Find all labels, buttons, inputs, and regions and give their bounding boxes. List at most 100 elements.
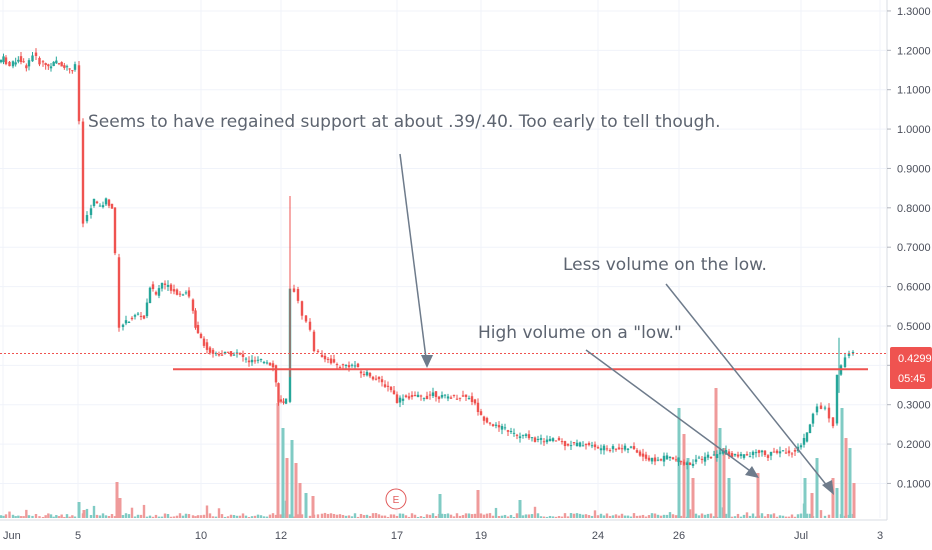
candle-body [647, 457, 651, 461]
volume-bar [766, 513, 770, 518]
candle-body [300, 301, 304, 316]
volume-bar [611, 515, 615, 518]
candle-body [65, 66, 69, 68]
candle-body [166, 284, 170, 287]
earnings-marker[interactable]: E [385, 488, 407, 510]
volume-bar [14, 516, 17, 518]
volume-bar [632, 513, 636, 518]
arrow-1[interactable] [399, 153, 433, 368]
x-tick-label: Jul [794, 530, 808, 542]
candle-body [662, 455, 666, 462]
candle-body [202, 338, 206, 346]
volume-bar [151, 516, 155, 518]
candle-body [760, 450, 764, 453]
candle-body [95, 201, 99, 204]
volume-bar [506, 516, 510, 518]
earnings-marker-label: E [393, 495, 400, 506]
candle-body [488, 422, 492, 424]
candle-body [277, 383, 280, 403]
volume-bar [235, 515, 239, 518]
volume-bar [121, 515, 125, 518]
volume-bar [650, 513, 654, 518]
candle-body [85, 215, 89, 222]
volume-bar [578, 513, 582, 518]
price-axis[interactable]: 0.10000.20000.30000.40000.50000.60000.70… [886, 0, 932, 520]
x-tick-label: 26 [673, 530, 685, 542]
volume-bar [353, 513, 357, 518]
candle-body [843, 357, 847, 368]
volume-bar-high [476, 490, 480, 518]
candle-body [769, 451, 773, 456]
candle-body [629, 446, 633, 448]
volume-bar [790, 514, 794, 518]
volume-bar [316, 514, 320, 518]
volume-bar [368, 515, 372, 518]
volume-bar-high [311, 496, 315, 518]
volume-bar-high [852, 483, 856, 518]
volume-bar [335, 514, 339, 518]
candle-body [575, 442, 579, 447]
candle-body [452, 394, 456, 396]
volume-bar [139, 514, 143, 518]
candle-body [781, 450, 785, 452]
candle-body [476, 402, 480, 413]
time-axis[interactable]: Jun 5 10 12 17 19 24 26 Jul 3 [0, 519, 932, 550]
volume-bar [73, 516, 77, 518]
y-tick-label: 1.1000 [897, 85, 931, 97]
candle-body [566, 443, 570, 446]
candle-body [799, 445, 803, 448]
candle-body [745, 454, 749, 456]
candle-body [494, 424, 498, 426]
candle-body [279, 399, 283, 402]
annotation-less-volume[interactable]: Less volume on the low. [563, 255, 767, 275]
volume-bar [515, 513, 519, 518]
volume-bar [157, 516, 161, 518]
candle-body [557, 437, 561, 441]
candle-body [71, 70, 74, 72]
annotation-support[interactable]: Seems to have regained support at about … [88, 112, 721, 132]
candle-body [736, 454, 740, 457]
volume-bar [482, 514, 486, 518]
volume-bar [268, 514, 272, 518]
volume-bar [359, 513, 363, 518]
volume-bar [608, 515, 612, 518]
arrow-3[interactable] [585, 349, 759, 478]
candle-body [386, 385, 390, 387]
candle-body [312, 331, 316, 352]
volume-bar-high [840, 408, 844, 518]
volume-bar [98, 515, 102, 518]
candle-body [395, 394, 399, 403]
volume-bar [55, 515, 58, 518]
volume-bar [512, 516, 516, 518]
candle-body [500, 426, 504, 430]
y-tick-label: 0.7000 [897, 242, 931, 254]
volume-bar [623, 515, 627, 518]
candle-body [217, 354, 221, 356]
volume-bar [338, 514, 342, 518]
volume-bar [703, 514, 707, 518]
candle-body [244, 358, 248, 360]
candle-body [77, 65, 81, 122]
candle-body [63, 65, 66, 68]
volume-bar [617, 515, 621, 518]
volume-bar-high [844, 438, 848, 518]
candle-body [524, 434, 528, 436]
candle-body [458, 397, 462, 399]
volume-bar [142, 504, 146, 518]
candle-body [697, 457, 701, 459]
volume-bar [455, 513, 459, 518]
candle-body [530, 437, 534, 439]
volume-bar [700, 513, 704, 518]
candle-body [323, 355, 327, 360]
volume-bar [250, 516, 254, 518]
annotation-high-volume[interactable]: High volume on a "low." [478, 323, 682, 343]
volume-bar [545, 516, 549, 518]
candle-body [596, 447, 600, 449]
arrow-2[interactable] [665, 283, 834, 495]
candle-body [157, 288, 161, 296]
candle-body [81, 121, 85, 224]
candle-body [437, 396, 441, 400]
candle-body [724, 449, 728, 454]
candle-body [410, 395, 414, 397]
